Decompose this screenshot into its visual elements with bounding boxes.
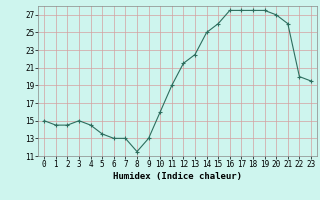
X-axis label: Humidex (Indice chaleur): Humidex (Indice chaleur): [113, 172, 242, 181]
